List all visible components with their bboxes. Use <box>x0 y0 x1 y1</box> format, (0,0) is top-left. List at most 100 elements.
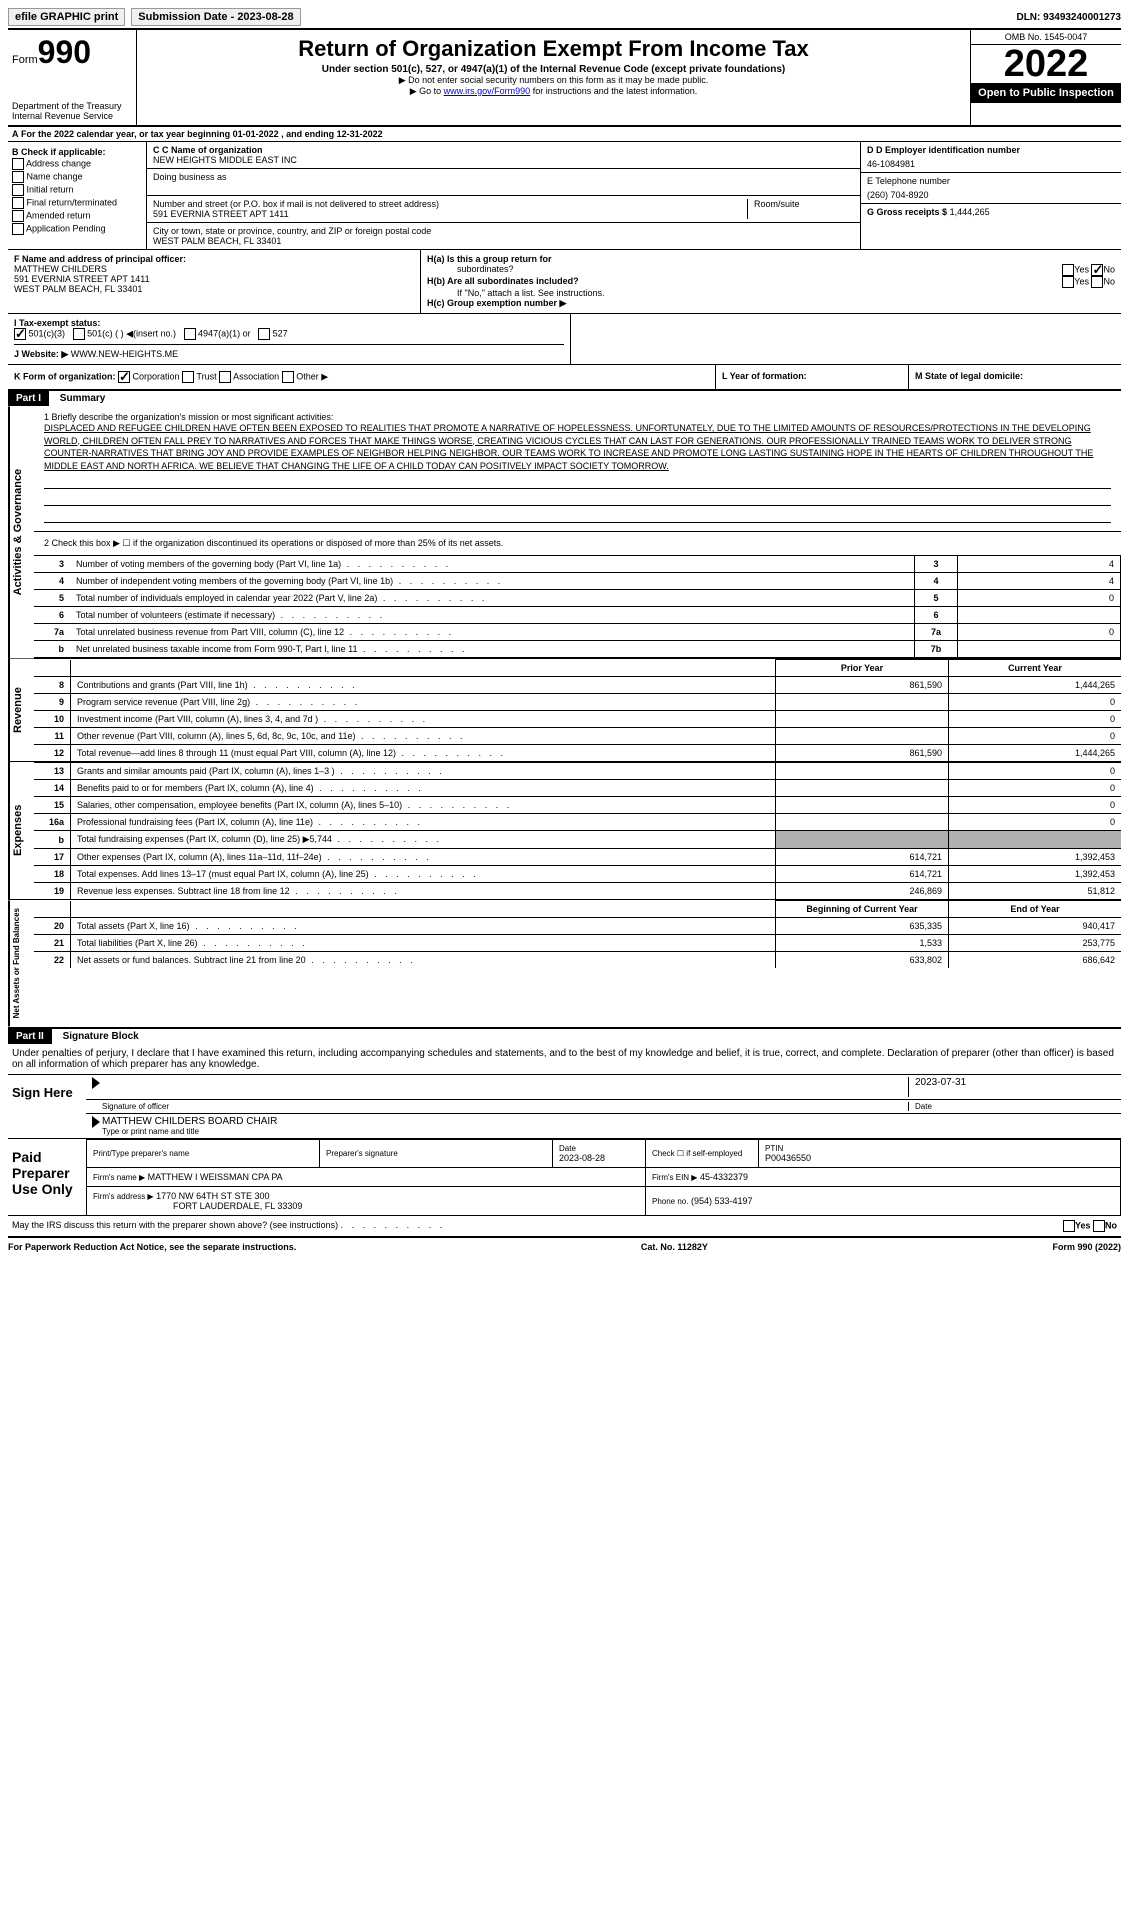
paid-preparer-table: Print/Type preparer's name Preparer's si… <box>86 1139 1121 1215</box>
tax-status-label: I Tax-exempt status: <box>14 318 100 328</box>
form-prefix: Form <box>12 54 38 66</box>
opt-501c: 501(c) ( ) ◀(insert no.) <box>87 328 176 338</box>
prep-date: 2023-08-28 <box>559 1153 639 1163</box>
ha2-label: subordinates? <box>427 264 514 276</box>
mission-box: 1 Briefly describe the organization's mi… <box>34 406 1121 532</box>
form-org-label: K Form of organization: <box>14 371 116 381</box>
part2-title: Signature Block <box>63 1031 139 1042</box>
table-row: 11Other revenue (Part VIII, column (A), … <box>34 728 1121 745</box>
opt-initial: Initial return <box>27 184 74 194</box>
chk-ha-no[interactable] <box>1091 264 1103 276</box>
current-year-header: Current Year <box>949 660 1122 677</box>
dba-label: Doing business as <box>153 172 854 182</box>
firm-name: MATTHEW I WEISSMAN CPA PA <box>148 1172 283 1182</box>
ptin-value: P00436550 <box>765 1153 1114 1163</box>
table-row: 8Contributions and grants (Part VIII, li… <box>34 677 1121 694</box>
box-f: F Name and address of principal officer:… <box>8 250 421 313</box>
gross-value: 1,444,265 <box>950 207 990 217</box>
chk-527[interactable] <box>258 328 270 340</box>
box-c: C C Name of organization NEW HEIGHTS MID… <box>147 142 861 249</box>
firm-phone-label: Phone no. <box>652 1197 688 1206</box>
chk-final[interactable] <box>12 197 24 209</box>
year-formation-label: L Year of formation: <box>722 371 807 381</box>
expenses-table: 13Grants and similar amounts paid (Part … <box>34 762 1121 899</box>
prior-year-header: Prior Year <box>776 660 949 677</box>
opt-4947: 4947(a)(1) or <box>198 328 251 338</box>
chk-discuss-yes[interactable] <box>1063 1220 1075 1232</box>
box-h: H(a) Is this a group return for subordin… <box>421 250 1121 313</box>
opt-address: Address change <box>26 158 91 168</box>
chk-assoc[interactable] <box>219 371 231 383</box>
table-row: 6Total number of volunteers (estimate if… <box>34 607 1121 624</box>
officer-addr2: WEST PALM BEACH, FL 33401 <box>14 284 414 294</box>
irs-link[interactable]: www.irs.gov/Form990 <box>444 86 531 96</box>
table-row: 14Benefits paid to or for members (Part … <box>34 780 1121 797</box>
firm-ein: 45-4332379 <box>700 1172 748 1182</box>
table-row: bNet unrelated business taxable income f… <box>34 641 1121 658</box>
preparer-sig-label: Preparer's signature <box>326 1149 546 1158</box>
chk-ha-yes[interactable] <box>1062 264 1074 276</box>
chk-address[interactable] <box>12 158 24 170</box>
net-table: Beginning of Current Year End of Year 20… <box>34 900 1121 968</box>
side-expenses: Expenses <box>8 762 34 899</box>
box-hc-cont <box>571 314 1121 364</box>
chk-amended[interactable] <box>12 210 24 222</box>
chk-hb-no[interactable] <box>1091 276 1103 288</box>
sign-here-row: Sign Here 2023-07-31 Signature of office… <box>8 1075 1121 1139</box>
arrow-icon-2 <box>92 1116 100 1128</box>
chk-discuss-no[interactable] <box>1093 1220 1105 1232</box>
chk-corp[interactable] <box>118 371 130 383</box>
may-discuss-row: May the IRS discuss this return with the… <box>8 1216 1121 1238</box>
website-label: J Website: ▶ <box>14 349 68 359</box>
dept-treasury: Department of the Treasury <box>12 101 132 111</box>
row-klm: K Form of organization: Corporation Trus… <box>8 365 1121 391</box>
revenue-section: Revenue Prior Year Current Year 8Contrib… <box>8 659 1121 762</box>
side-net: Net Assets or Fund Balances <box>8 900 34 1026</box>
firm-ein-label: Firm's EIN ▶ <box>652 1173 697 1182</box>
sig-officer-label: Signature of officer <box>102 1102 908 1111</box>
firm-phone: (954) 533-4197 <box>691 1196 753 1206</box>
part1-header: Part I Summary <box>8 391 1121 406</box>
footer-mid: Cat. No. 11282Y <box>641 1242 708 1252</box>
side-revenue: Revenue <box>8 659 34 761</box>
side-governance: Activities & Governance <box>8 406 34 658</box>
state-domicile-label: M State of legal domicile: <box>915 371 1023 381</box>
city-label: City or town, state or province, country… <box>153 226 854 236</box>
org-city: WEST PALM BEACH, FL 33401 <box>153 236 854 246</box>
table-row: 3Number of voting members of the governi… <box>34 556 1121 573</box>
opt-assoc: Association <box>233 371 279 381</box>
line-a-text: For the 2022 calendar year, or tax year … <box>21 129 383 139</box>
opt-pending: Application Pending <box>26 223 106 233</box>
box-k: K Form of organization: Corporation Trus… <box>8 365 715 389</box>
ha-label: H(a) Is this a group return for <box>427 254 552 264</box>
table-row: 12Total revenue—add lines 8 through 11 (… <box>34 745 1121 762</box>
chk-name[interactable] <box>12 171 24 183</box>
table-row: 21Total liabilities (Part X, line 26)1,5… <box>34 935 1121 952</box>
box-b-label: B Check if applicable: <box>12 147 142 157</box>
chk-initial[interactable] <box>12 184 24 196</box>
goto-pre: ▶ Go to <box>410 86 444 96</box>
table-row: bTotal fundraising expenses (Part IX, co… <box>34 831 1121 849</box>
tax-year: 2022 <box>971 45 1121 83</box>
chk-4947[interactable] <box>184 328 196 340</box>
table-row: 19Revenue less expenses. Subtract line 1… <box>34 883 1121 900</box>
efile-label: efile GRAPHIC print <box>8 8 125 26</box>
opt-501c3: 501(c)(3) <box>29 328 66 338</box>
chk-501c3[interactable] <box>14 328 26 340</box>
goto-post: for instructions and the latest informat… <box>533 86 698 96</box>
firm-addr: 1770 NW 64TH ST STE 300 <box>156 1191 269 1201</box>
subtitle-1: Under section 501(c), 527, or 4947(a)(1)… <box>141 64 966 75</box>
line-a: A For the 2022 calendar year, or tax yea… <box>8 127 1121 142</box>
chk-501c[interactable] <box>73 328 85 340</box>
end-header: End of Year <box>949 901 1122 918</box>
irs-label: Internal Revenue Service <box>12 111 132 121</box>
q2-label: 2 Check this box ▶ ☐ if the organization… <box>34 532 1121 555</box>
chk-pending[interactable] <box>12 223 24 235</box>
chk-trust[interactable] <box>182 371 194 383</box>
website-value: WWW.NEW-HEIGHTS.ME <box>71 349 178 359</box>
self-employed-label: Check ☐ if self-employed <box>646 1139 759 1167</box>
chk-hb-yes[interactable] <box>1062 276 1074 288</box>
officer-signed-name: MATTHEW CHILDERS BOARD CHAIR <box>102 1116 1115 1127</box>
phone-value: (260) 704-8920 <box>867 190 1115 200</box>
chk-other[interactable] <box>282 371 294 383</box>
